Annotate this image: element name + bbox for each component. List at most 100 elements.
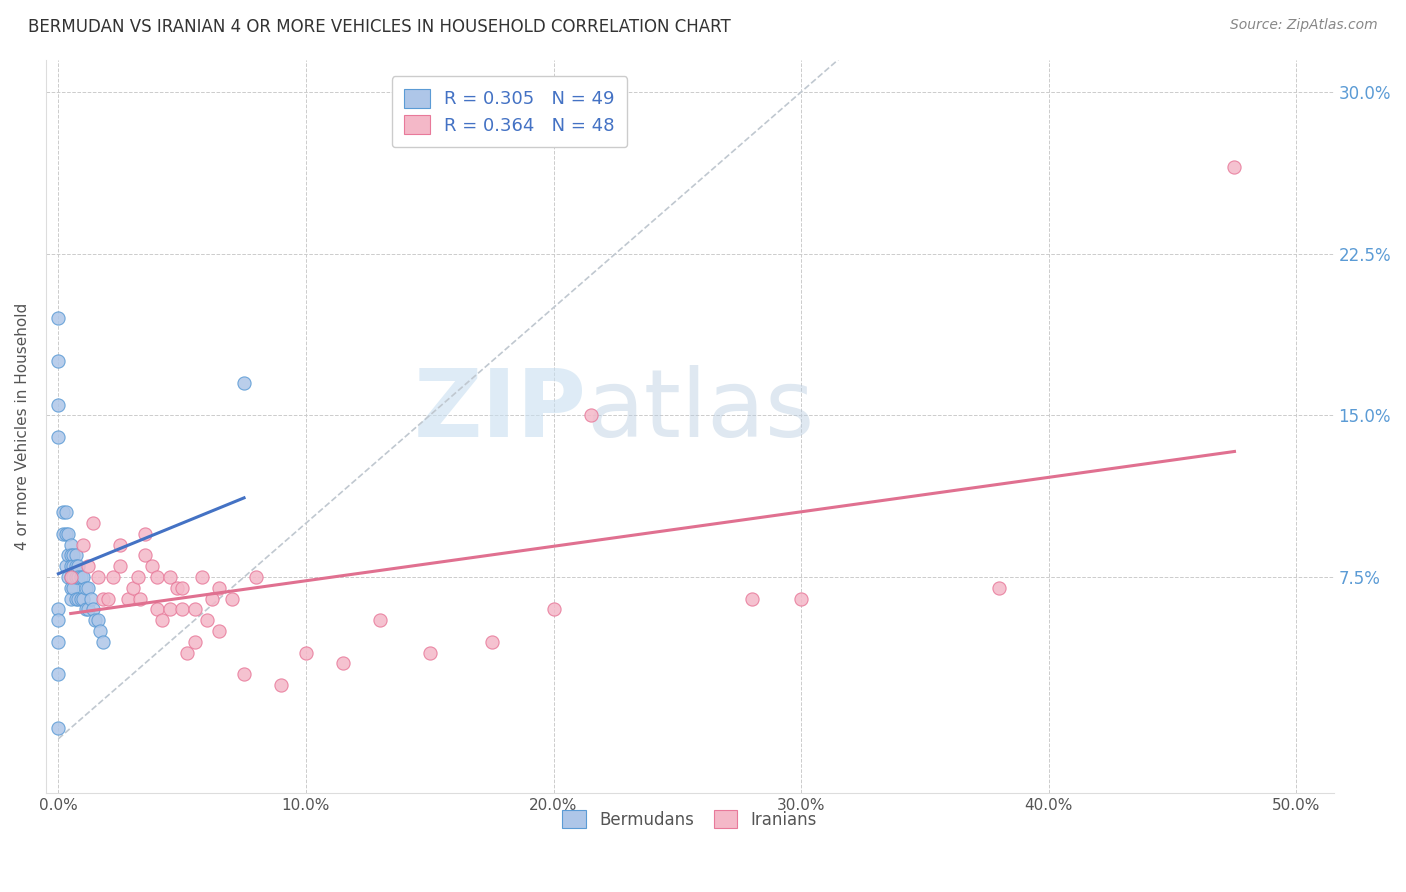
Text: Source: ZipAtlas.com: Source: ZipAtlas.com — [1230, 18, 1378, 32]
Point — [55, 527, 77, 541]
Point — [59, 559, 82, 574]
Point — [134, 527, 156, 541]
Point — [82, 516, 104, 530]
Point — [146, 602, 169, 616]
Point — [67, 570, 90, 584]
Point — [988, 581, 1011, 595]
Point — [48, 721, 70, 735]
Point — [270, 678, 292, 692]
Point — [91, 634, 114, 648]
Point — [65, 591, 87, 606]
Point — [48, 430, 70, 444]
Point — [59, 570, 82, 584]
Point — [195, 613, 218, 627]
Point — [159, 602, 181, 616]
Point — [59, 581, 82, 595]
Point — [183, 602, 205, 616]
Point — [543, 602, 565, 616]
Point — [368, 613, 391, 627]
Point — [172, 602, 194, 616]
Point — [65, 559, 87, 574]
Point — [481, 634, 503, 648]
Point — [419, 646, 441, 660]
Point — [208, 624, 231, 638]
Point — [166, 581, 188, 595]
Point — [101, 570, 124, 584]
Point — [127, 570, 149, 584]
Point — [110, 559, 132, 574]
Point — [62, 559, 84, 574]
Point — [1223, 161, 1246, 175]
Point — [62, 581, 84, 595]
Point — [52, 527, 75, 541]
Legend: Bermudans, Iranians: Bermudans, Iranians — [555, 804, 824, 836]
Point — [58, 570, 80, 584]
Point — [221, 591, 243, 606]
Point — [134, 549, 156, 563]
Point — [65, 570, 87, 584]
Y-axis label: 4 or more Vehicles in Household: 4 or more Vehicles in Household — [15, 302, 30, 549]
Point — [59, 570, 82, 584]
Point — [201, 591, 224, 606]
Point — [59, 538, 82, 552]
Point — [159, 570, 181, 584]
Text: ZIP: ZIP — [413, 366, 586, 458]
Point — [110, 538, 132, 552]
Point — [67, 591, 90, 606]
Point — [59, 591, 82, 606]
Point — [176, 646, 198, 660]
Point — [97, 591, 120, 606]
Point — [58, 527, 80, 541]
Point — [55, 505, 77, 519]
Point — [77, 581, 100, 595]
Point — [52, 505, 75, 519]
Point — [117, 591, 139, 606]
Point — [72, 591, 94, 606]
Point — [77, 602, 100, 616]
Point — [121, 581, 143, 595]
Text: atlas: atlas — [586, 366, 815, 458]
Point — [79, 591, 101, 606]
Point — [233, 376, 256, 390]
Point — [65, 549, 87, 563]
Point — [48, 354, 70, 368]
Point — [75, 581, 97, 595]
Point — [87, 570, 110, 584]
Point — [191, 570, 214, 584]
Point — [245, 570, 267, 584]
Point — [72, 538, 94, 552]
Point — [741, 591, 763, 606]
Point — [62, 570, 84, 584]
Point — [48, 634, 70, 648]
Point — [183, 634, 205, 648]
Point — [48, 398, 70, 412]
Point — [579, 409, 602, 423]
Text: BERMUDAN VS IRANIAN 4 OR MORE VEHICLES IN HOUSEHOLD CORRELATION CHART: BERMUDAN VS IRANIAN 4 OR MORE VEHICLES I… — [28, 18, 731, 36]
Point — [48, 667, 70, 681]
Point — [69, 591, 91, 606]
Point — [48, 311, 70, 326]
Point — [332, 657, 354, 671]
Point — [77, 559, 100, 574]
Point — [146, 570, 169, 584]
Point — [75, 602, 97, 616]
Point — [69, 570, 91, 584]
Point — [82, 602, 104, 616]
Point — [67, 559, 90, 574]
Point — [208, 581, 231, 595]
Point — [48, 602, 70, 616]
Point — [141, 559, 163, 574]
Point — [87, 613, 110, 627]
Point — [129, 591, 152, 606]
Point — [48, 613, 70, 627]
Point — [91, 591, 114, 606]
Point — [172, 581, 194, 595]
Point — [233, 667, 256, 681]
Point — [790, 591, 813, 606]
Point — [55, 559, 77, 574]
Point — [58, 549, 80, 563]
Point — [59, 549, 82, 563]
Point — [84, 613, 107, 627]
Point — [295, 646, 318, 660]
Point — [62, 549, 84, 563]
